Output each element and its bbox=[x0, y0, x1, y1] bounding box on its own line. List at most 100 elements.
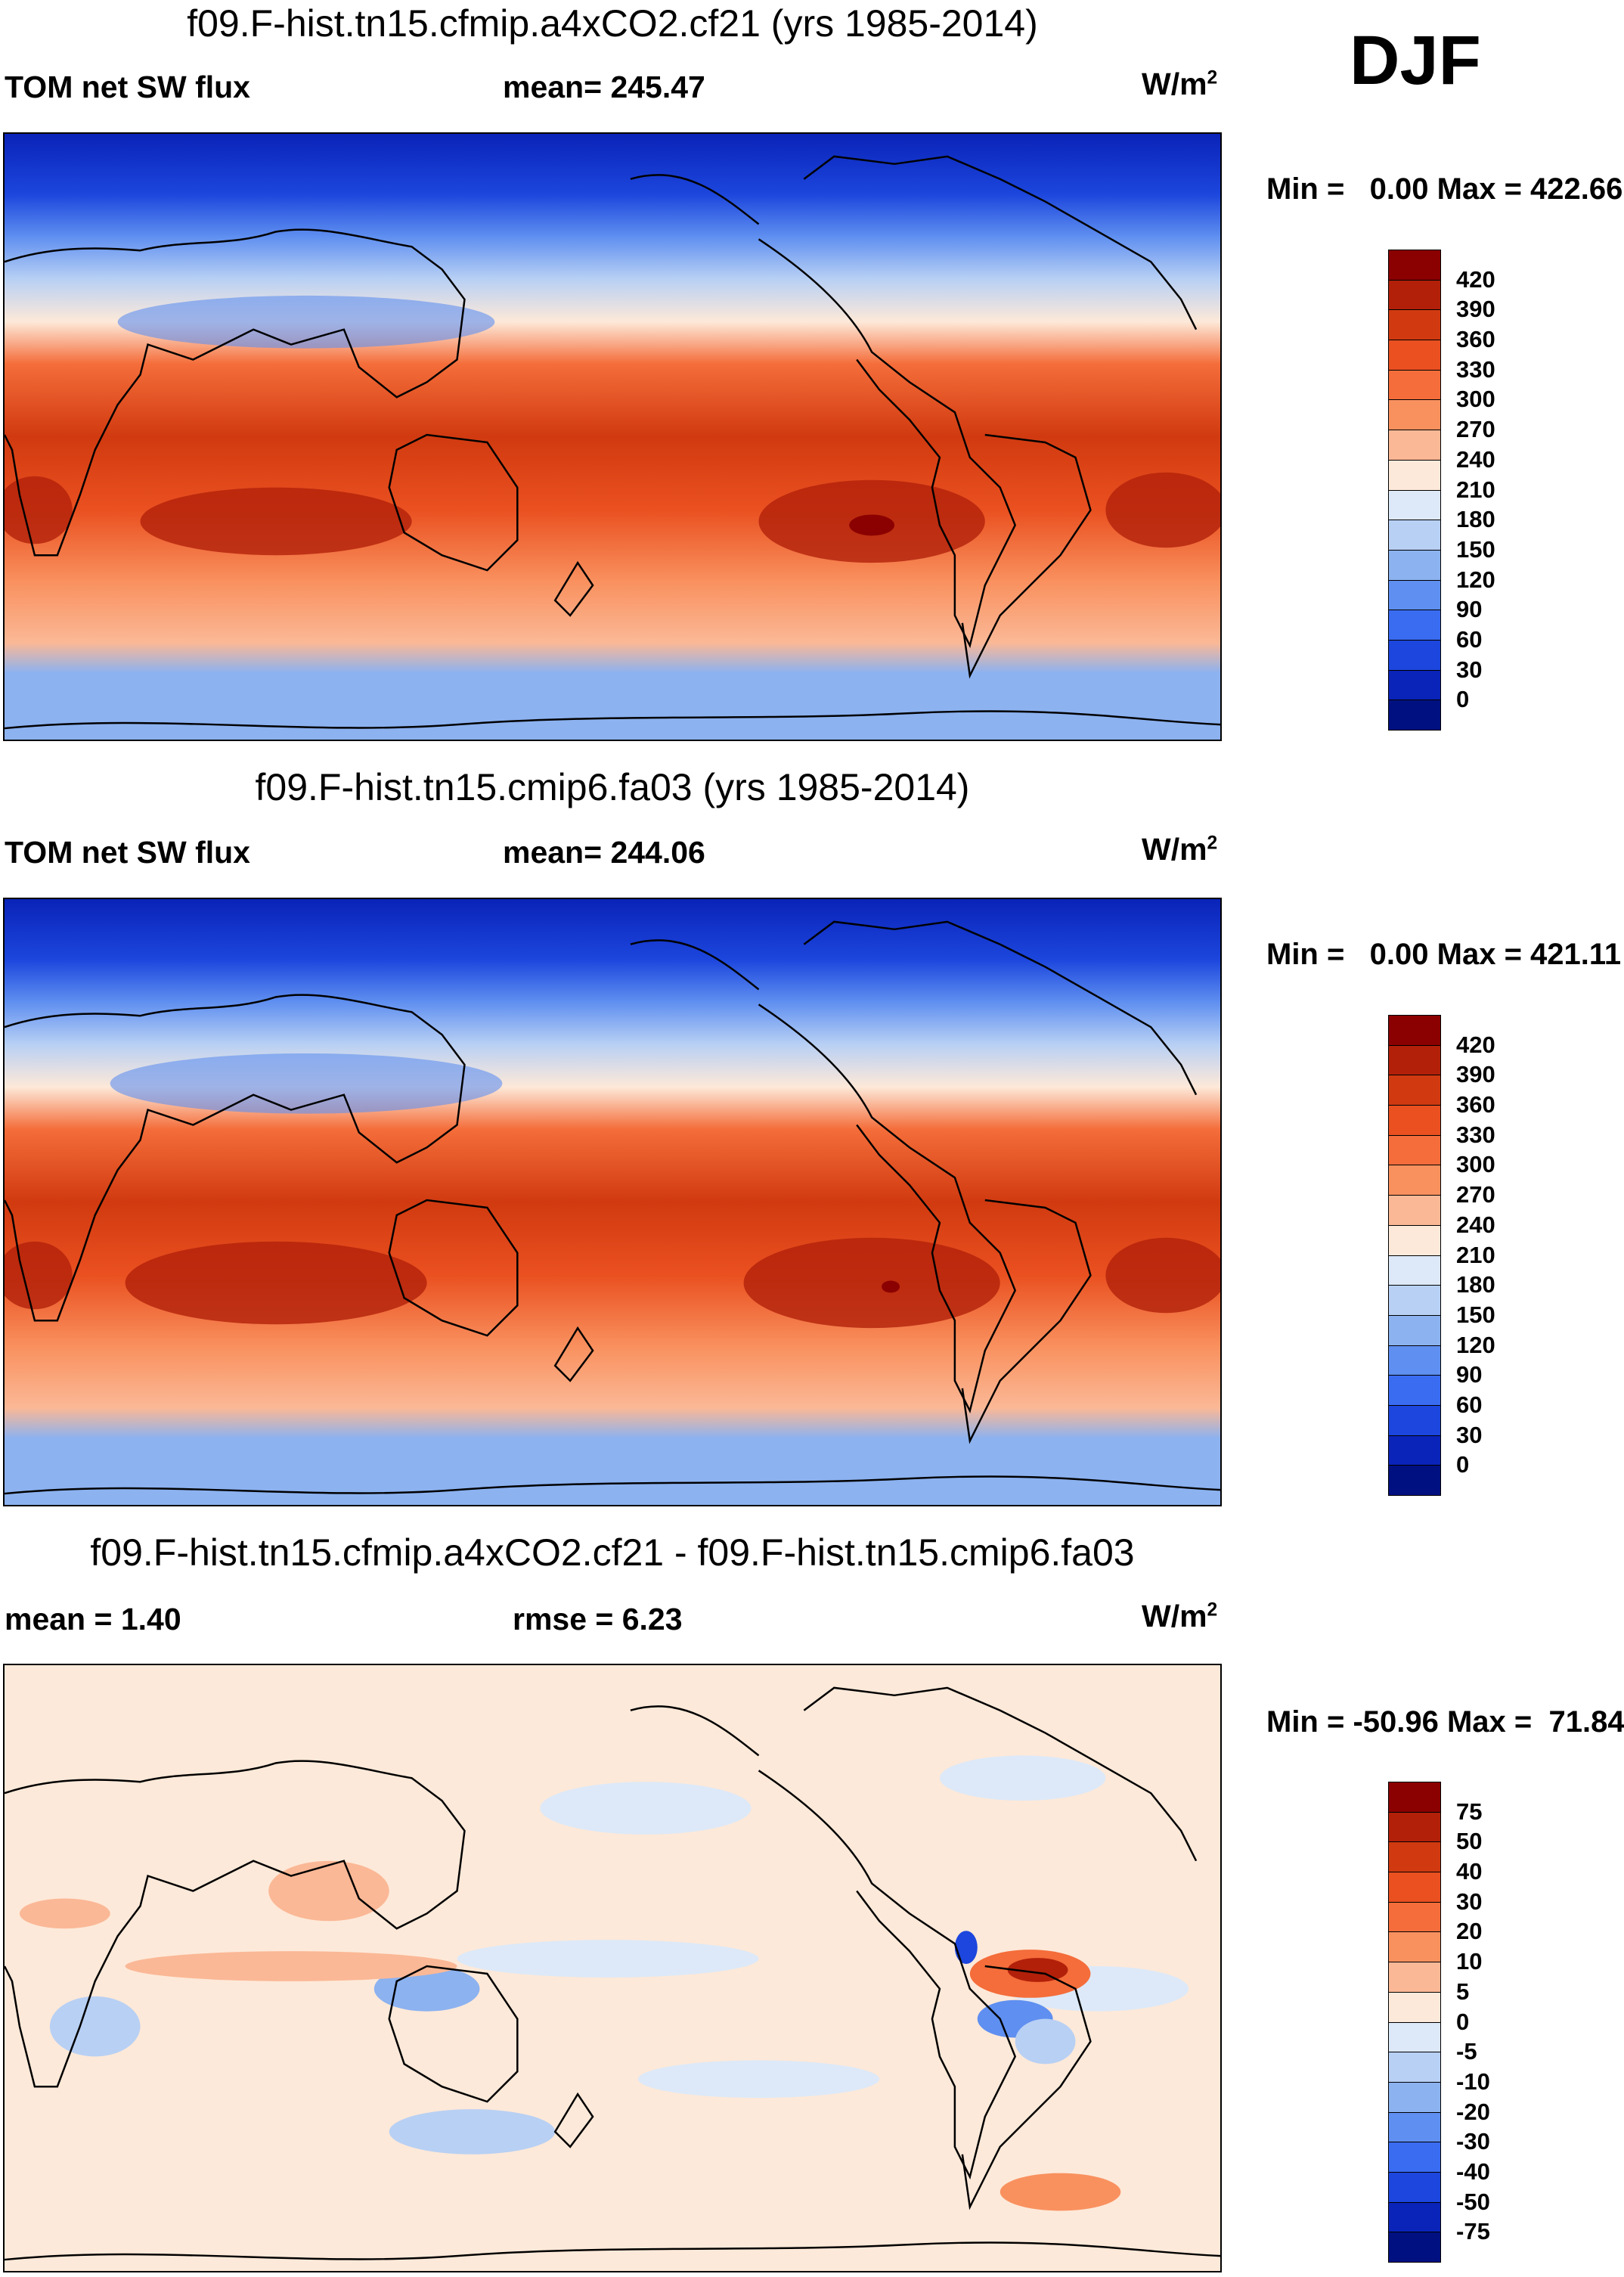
panel3-title: f09.F-hist.tn15.cfmip.a4xCO2.cf21 - f09.… bbox=[90, 1531, 1135, 1574]
panel3-rmse-label: rmse = 6.23 bbox=[513, 1602, 683, 1636]
colorbar-label: 360 bbox=[1456, 326, 1495, 353]
panel2-colorbar: 420 390 360 330 300 270 240 210 180 150 120 90 60 30 0 bbox=[1388, 1015, 1495, 1496]
colorbar-label: 30 bbox=[1456, 1421, 1483, 1448]
panel1-variable-label: TOM net SW flux bbox=[5, 70, 250, 104]
colorbar-swatch bbox=[1388, 549, 1441, 581]
colorbar-swatch bbox=[1388, 340, 1441, 371]
colorbar-label: 240 bbox=[1456, 1211, 1495, 1238]
colorbar-swatch bbox=[1388, 1962, 1441, 1993]
colorbar-label: -50 bbox=[1456, 2188, 1490, 2215]
colorbar-swatch bbox=[1388, 520, 1441, 551]
colorbar-swatch bbox=[1388, 1931, 1441, 1963]
colorbar-label: 0 bbox=[1456, 1451, 1470, 1478]
colorbar-label: 360 bbox=[1456, 1091, 1495, 1118]
panel3-mean-label: mean = 1.40 bbox=[5, 1602, 181, 1636]
panel3-map bbox=[3, 1664, 1222, 2272]
colorbar-swatch bbox=[1388, 1375, 1441, 1406]
colorbar-swatch bbox=[1388, 369, 1441, 401]
colorbar-swatch bbox=[1388, 1015, 1441, 1046]
colorbar-label: 240 bbox=[1456, 445, 1495, 473]
colorbar-swatch bbox=[1388, 1075, 1441, 1106]
colorbar-swatch bbox=[1388, 459, 1441, 491]
panel2-field-svg bbox=[5, 899, 1220, 1505]
colorbar-swatch bbox=[1388, 1165, 1441, 1196]
colorbar-label: -5 bbox=[1456, 2038, 1477, 2065]
colorbar-swatch bbox=[1388, 2081, 1441, 2113]
panel2-coastlines bbox=[5, 920, 1220, 1495]
colorbar-swatch bbox=[1388, 1195, 1441, 1226]
colorbar-label: 75 bbox=[1456, 1798, 1483, 1825]
colorbar-label: 210 bbox=[1456, 476, 1495, 503]
colorbar-label: 180 bbox=[1456, 1271, 1495, 1298]
panel1-coastlines bbox=[5, 155, 1220, 730]
colorbar-label: -20 bbox=[1456, 2098, 1490, 2125]
panel2-title: f09.F-hist.tn15.cmip6.fa03 (yrs 1985-201… bbox=[255, 766, 970, 808]
colorbar-label: 210 bbox=[1456, 1241, 1495, 1268]
colorbar-swatch bbox=[1388, 1991, 1441, 2023]
colorbar-swatch bbox=[1388, 1782, 1441, 1813]
panel3-colorbar: 75 50 40 30 20 10 5 0 -5 -10 -20 -30 -40 -50 -75 bbox=[1388, 1782, 1490, 2263]
colorbar-swatch bbox=[1388, 1872, 1441, 1903]
colorbar-label: 90 bbox=[1456, 596, 1483, 623]
colorbar-swatch bbox=[1388, 2201, 1441, 2233]
colorbar-label: 10 bbox=[1456, 1948, 1483, 1975]
colorbar-swatch bbox=[1388, 1404, 1441, 1436]
colorbar-swatch bbox=[1388, 1435, 1441, 1466]
colorbar-swatch bbox=[1388, 1314, 1441, 1346]
colorbar-swatch bbox=[1388, 2232, 1441, 2263]
colorbar-label: -30 bbox=[1456, 2128, 1490, 2155]
panel2-variable-label: TOM net SW flux bbox=[5, 835, 250, 870]
colorbar-swatch bbox=[1388, 489, 1441, 521]
panel3-field-svg bbox=[5, 1665, 1220, 2271]
colorbar-label: 30 bbox=[1456, 656, 1483, 683]
panel3-coastlines bbox=[5, 1686, 1220, 2261]
colorbar-swatch bbox=[1388, 1465, 1441, 1496]
colorbar-swatch bbox=[1388, 1105, 1441, 1136]
panel1-title: f09.F-hist.tn15.cfmip.a4xCO2.cf21 (yrs 1… bbox=[187, 2, 1038, 45]
panel2-units-label: W/m2 bbox=[1142, 832, 1218, 867]
season-label: DJF bbox=[1350, 22, 1481, 99]
colorbar-label: 420 bbox=[1456, 265, 1495, 293]
panel1-map bbox=[3, 132, 1222, 741]
panel2-map bbox=[3, 898, 1222, 1506]
colorbar-swatch bbox=[1388, 430, 1441, 461]
colorbar-label: 60 bbox=[1456, 1391, 1483, 1418]
colorbar-label: 120 bbox=[1456, 1331, 1495, 1358]
colorbar-label: 5 bbox=[1456, 1978, 1470, 2005]
colorbar-label: 300 bbox=[1456, 386, 1495, 413]
colorbar-label: 330 bbox=[1456, 1121, 1495, 1148]
colorbar-swatch bbox=[1388, 2021, 1441, 2053]
colorbar-label: 30 bbox=[1456, 1888, 1483, 1915]
colorbar-swatch bbox=[1388, 2142, 1441, 2173]
colorbar-label: 120 bbox=[1456, 566, 1495, 593]
colorbar-label: 40 bbox=[1456, 1858, 1483, 1885]
colorbar-swatch bbox=[1388, 250, 1441, 281]
colorbar-label: -10 bbox=[1456, 2068, 1490, 2095]
panel2-mean-label: mean= 244.06 bbox=[503, 835, 705, 870]
colorbar-label: 20 bbox=[1456, 1918, 1483, 1945]
colorbar-swatch bbox=[1388, 579, 1441, 611]
colorbar-swatch bbox=[1388, 1811, 1441, 1843]
panel1-mean-label: mean= 245.47 bbox=[503, 70, 705, 104]
colorbar-label: 420 bbox=[1456, 1031, 1495, 1058]
colorbar-swatch bbox=[1388, 669, 1441, 701]
colorbar-label: 390 bbox=[1456, 1061, 1495, 1088]
colorbar-swatch bbox=[1388, 309, 1441, 341]
panel3-minmax: Min = -50.96 Max = 71.84 bbox=[1266, 1705, 1624, 1739]
colorbar-swatch bbox=[1388, 2111, 1441, 2143]
panel1-units-label: W/m2 bbox=[1142, 67, 1218, 101]
colorbar-swatch bbox=[1388, 399, 1441, 431]
colorbar-label: 270 bbox=[1456, 416, 1495, 443]
colorbar-label: -75 bbox=[1456, 2218, 1490, 2245]
colorbar-label: 300 bbox=[1456, 1151, 1495, 1178]
colorbar-swatch bbox=[1388, 1841, 1441, 1873]
colorbar-label: 180 bbox=[1456, 506, 1495, 533]
colorbar-label: 330 bbox=[1456, 355, 1495, 383]
colorbar-swatch bbox=[1388, 1901, 1441, 1933]
colorbar-label: -40 bbox=[1456, 2158, 1490, 2185]
colorbar-swatch bbox=[1388, 1044, 1441, 1076]
colorbar-label: 270 bbox=[1456, 1181, 1495, 1208]
colorbar-label: 90 bbox=[1456, 1361, 1483, 1388]
panel1-minmax: Min = 0.00 Max = 422.66 bbox=[1266, 172, 1623, 206]
colorbar-swatch bbox=[1388, 279, 1441, 311]
